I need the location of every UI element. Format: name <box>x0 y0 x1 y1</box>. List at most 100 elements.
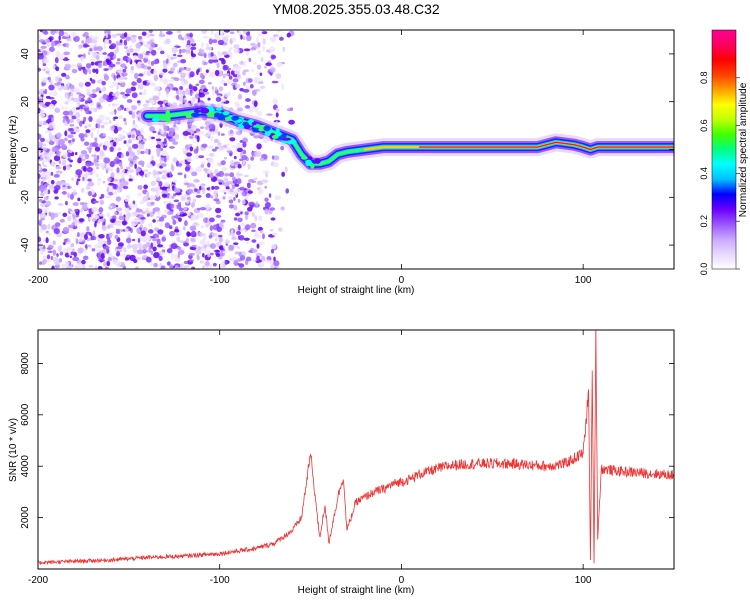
spectrogram-noise-dot <box>186 265 190 268</box>
spectrogram-noise-dot <box>171 215 175 221</box>
spectrogram-noise-dot <box>106 186 110 194</box>
spectrogram-noise-dot <box>150 99 156 105</box>
spectrogram-noise-dot <box>78 45 82 50</box>
spectrogram-noise-dot <box>232 67 235 72</box>
spectrogram-noise-dot <box>190 202 196 208</box>
spectrogram-noise-dot <box>76 92 82 95</box>
spectrogram-noise-dot <box>58 258 63 263</box>
spectrogram-noise-dot <box>259 157 265 162</box>
spectrogram-noise-dot <box>103 157 110 164</box>
spectrogram-noise-dot <box>213 185 220 190</box>
spectrogram-noise-dot <box>136 100 141 104</box>
spectrogram-noise-dot <box>69 193 75 200</box>
spectrogram-noise-dot <box>168 225 173 230</box>
spectrogram-noise-dot <box>91 79 96 84</box>
spectrogram-noise-dot <box>199 207 207 211</box>
spectrogram-noise-dot <box>98 258 105 263</box>
spectrogram-noise-dot <box>93 107 98 113</box>
spectrogram-noise-dot <box>84 153 90 160</box>
spectrogram-noise-dot <box>223 82 228 86</box>
spectrogram-noise-dot <box>214 238 218 242</box>
spectrogram-noise-dot <box>258 186 262 193</box>
spectrogram-noise-dot <box>75 238 79 245</box>
spectrogram-noise-dot <box>123 117 127 122</box>
spectrogram-noise-dot <box>146 173 151 178</box>
spectrogram-noise-dot <box>139 201 145 205</box>
spectrogram-noise-dot <box>108 142 115 147</box>
spectrogram-noise-dot <box>200 42 204 48</box>
spectrogram-noise-dot <box>68 127 75 132</box>
spectrogram-noise-dot <box>212 59 219 63</box>
x-tick-label: 100 <box>575 275 592 286</box>
spectrogram-noise-dot <box>95 123 99 129</box>
spectrogram-noise-dot <box>128 110 133 114</box>
spectrogram-noise-dot <box>246 193 252 196</box>
spectrogram-noise-dot <box>251 229 256 233</box>
spectrogram-noise-dot <box>222 64 228 71</box>
spectrogram-ridge-blob <box>215 107 223 111</box>
spectrogram-noise-dot <box>251 248 258 254</box>
spectrogram-noise-dot <box>38 151 41 157</box>
spectrogram-noise-dot <box>42 63 47 67</box>
spectrogram-noise-dot <box>124 46 128 50</box>
spectrogram-noise-dot <box>158 216 165 222</box>
spectrogram-noise-dot <box>67 185 71 189</box>
spectrogram-noise-dot <box>136 228 141 233</box>
spectrogram-noise-dot <box>153 69 158 76</box>
spectrogram-noise-dot <box>83 68 88 75</box>
spectrogram-noise-dot <box>153 74 159 82</box>
spectrogram-noise-dot <box>113 108 117 115</box>
spectrogram-noise-dot <box>189 146 194 152</box>
spectrogram-noise-dot <box>200 183 206 187</box>
spectrogram-noise-dot <box>244 211 249 216</box>
spectrogram-noise-dot <box>115 137 123 142</box>
spectrogram-noise-dot <box>286 32 292 38</box>
spectrogram-noise-dot <box>97 254 102 260</box>
spectrogram-ridge-blob <box>217 115 225 121</box>
spectrogram-noise-dot <box>218 234 223 238</box>
spectrogram-noise-dot <box>55 66 60 72</box>
spectrogram-noise-dot <box>207 253 211 258</box>
spectrogram-noise-dot <box>236 178 242 185</box>
colorbar-label: Normalized spectral amplitude <box>738 82 749 217</box>
spectrogram-noise-dot <box>70 243 75 248</box>
spectrogram-noise-dot <box>48 92 53 95</box>
spectrogram-noise-dot <box>65 42 70 48</box>
spectrogram-noise-dot <box>238 30 242 37</box>
spectrogram-noise-dot <box>213 198 220 202</box>
spectrogram-noise-dot <box>270 217 276 221</box>
spectrogram-noise-dot <box>199 126 205 130</box>
spectrogram-noise-dot <box>152 130 157 134</box>
spectrogram-noise-dot <box>142 249 149 253</box>
spectrogram-ridge-blob <box>280 139 291 144</box>
spectrogram-noise-dot <box>103 245 110 250</box>
spectrogram-noise-dot <box>115 260 122 267</box>
spectrogram-noise-dot <box>124 66 128 70</box>
spectrogram-noise-dot <box>137 192 143 197</box>
spectrogram-noise-dot <box>208 71 215 78</box>
spectrogram-noise-dot <box>141 255 148 259</box>
spectrogram-ridge-blob <box>166 113 173 118</box>
spectrogram-noise-dot <box>45 153 53 158</box>
spectrogram-noise-dot <box>168 146 175 149</box>
spectrogram-noise-dot <box>93 154 97 160</box>
spectrogram-noise-dot <box>123 32 128 38</box>
spectrogram-noise-dot <box>193 179 200 183</box>
spectrogram-noise-dot <box>134 72 139 80</box>
spectrogram-noise-dot <box>234 70 240 75</box>
spectrogram-noise-dot <box>116 250 121 257</box>
spectrogram-noise-dot <box>40 184 47 191</box>
spectrogram-noise-dot <box>205 193 211 199</box>
spectrogram-noise-dot <box>41 160 45 166</box>
spectrogram-noise-dot <box>134 203 138 209</box>
spectrogram-noise-dot <box>98 114 105 121</box>
spectrogram-noise-dot <box>242 199 246 205</box>
spectrogram-noise-dot <box>124 228 129 233</box>
spectrogram-noise-dot <box>236 173 243 176</box>
spectrogram-noise-dot <box>172 157 178 163</box>
spectrogram-noise-dot <box>83 247 87 254</box>
spectrogram-noise-dot <box>217 39 225 46</box>
spectrogram-noise-dot <box>62 212 68 217</box>
spectrogram-noise-dot <box>251 239 257 243</box>
spectrogram-noise-dot <box>120 63 127 68</box>
